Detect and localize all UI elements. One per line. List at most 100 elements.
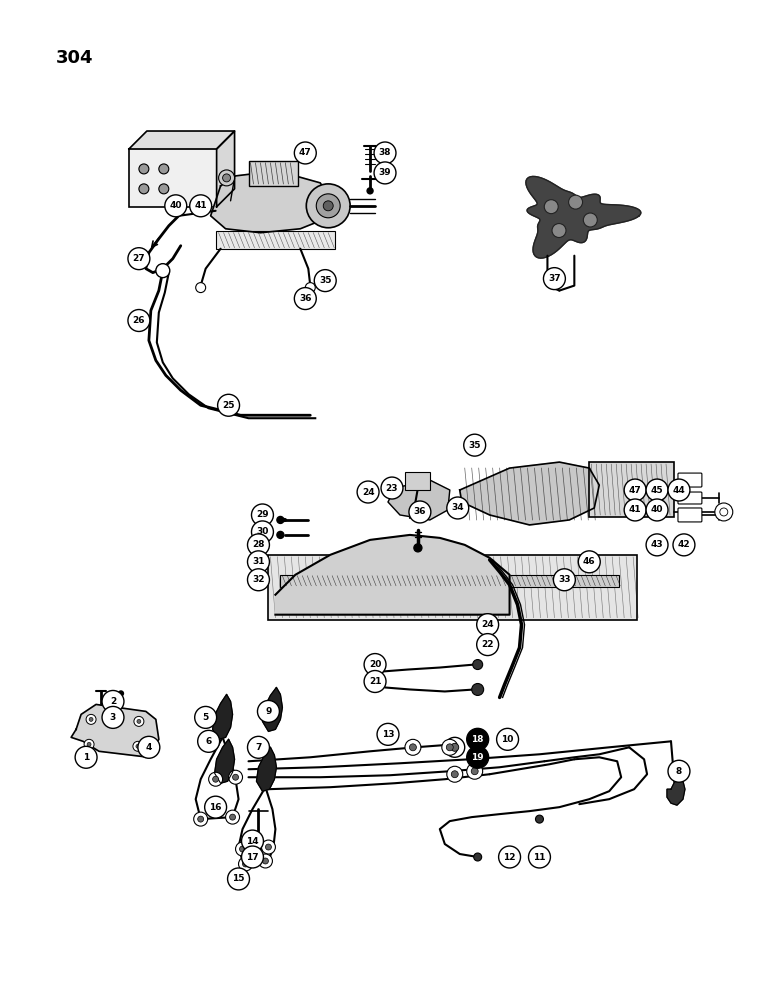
Circle shape — [193, 812, 207, 826]
Polygon shape — [211, 173, 330, 233]
Circle shape — [222, 174, 231, 182]
Circle shape — [213, 776, 218, 782]
Circle shape — [277, 531, 284, 538]
Circle shape — [197, 816, 204, 822]
Circle shape — [646, 479, 668, 501]
Text: 31: 31 — [252, 557, 264, 566]
Circle shape — [228, 868, 250, 890]
Text: 15: 15 — [232, 874, 245, 883]
Text: 35: 35 — [319, 276, 332, 285]
Text: 45: 45 — [651, 486, 663, 495]
Circle shape — [466, 763, 483, 779]
Bar — [589, 462, 674, 517]
Polygon shape — [667, 777, 685, 805]
Circle shape — [236, 842, 250, 856]
Text: 30: 30 — [257, 527, 268, 536]
Text: 28: 28 — [252, 540, 264, 549]
Circle shape — [294, 288, 316, 310]
Bar — [215, 231, 335, 249]
Circle shape — [218, 170, 235, 186]
Text: 46: 46 — [583, 557, 596, 566]
Circle shape — [552, 224, 566, 238]
Text: 13: 13 — [381, 730, 394, 739]
Circle shape — [497, 728, 519, 750]
Circle shape — [544, 268, 566, 290]
Text: 7: 7 — [255, 743, 261, 752]
Circle shape — [277, 516, 284, 523]
Text: 14: 14 — [246, 837, 259, 846]
Circle shape — [447, 766, 463, 782]
Text: 35: 35 — [469, 441, 481, 450]
Circle shape — [498, 846, 520, 868]
Circle shape — [225, 810, 239, 824]
Text: 304: 304 — [56, 49, 94, 67]
Circle shape — [583, 213, 597, 227]
Text: 47: 47 — [629, 486, 641, 495]
Polygon shape — [388, 480, 450, 520]
Circle shape — [262, 858, 268, 864]
Text: 24: 24 — [481, 620, 494, 629]
Circle shape — [646, 499, 668, 521]
Circle shape — [156, 264, 170, 278]
Circle shape — [247, 551, 269, 573]
Circle shape — [261, 840, 275, 854]
Circle shape — [136, 744, 140, 748]
Text: 1: 1 — [83, 753, 89, 762]
Polygon shape — [275, 535, 509, 615]
Circle shape — [247, 736, 269, 758]
Text: 40: 40 — [169, 201, 182, 210]
Circle shape — [242, 830, 264, 852]
Bar — [249, 161, 298, 186]
Text: 47: 47 — [299, 148, 312, 157]
Text: 3: 3 — [110, 713, 116, 722]
Text: 25: 25 — [222, 401, 235, 410]
Circle shape — [138, 736, 160, 758]
Circle shape — [714, 503, 732, 521]
Text: 26: 26 — [133, 316, 145, 325]
Circle shape — [466, 746, 488, 768]
FancyBboxPatch shape — [678, 473, 702, 487]
Circle shape — [218, 394, 239, 416]
Circle shape — [229, 770, 243, 784]
Circle shape — [357, 481, 379, 503]
Circle shape — [445, 737, 465, 757]
Circle shape — [536, 815, 544, 823]
Circle shape — [554, 569, 576, 591]
Circle shape — [232, 774, 239, 780]
Text: 36: 36 — [413, 507, 426, 516]
Text: 6: 6 — [205, 737, 212, 746]
Polygon shape — [526, 176, 641, 258]
Polygon shape — [459, 462, 599, 525]
Circle shape — [364, 654, 386, 676]
Polygon shape — [213, 694, 232, 739]
Circle shape — [578, 551, 601, 573]
Circle shape — [134, 716, 144, 726]
Circle shape — [409, 501, 431, 523]
Bar — [280, 575, 619, 587]
Polygon shape — [217, 131, 235, 207]
Circle shape — [128, 310, 150, 331]
Circle shape — [374, 162, 396, 184]
Bar — [405, 472, 430, 490]
Text: 16: 16 — [209, 803, 222, 812]
Circle shape — [128, 248, 150, 270]
Circle shape — [197, 730, 220, 752]
Circle shape — [239, 846, 246, 852]
Circle shape — [569, 195, 583, 209]
Text: 42: 42 — [678, 540, 690, 549]
Text: 38: 38 — [379, 148, 392, 157]
Text: 37: 37 — [548, 274, 561, 283]
Text: 12: 12 — [503, 853, 516, 862]
Circle shape — [307, 184, 350, 228]
Circle shape — [195, 706, 217, 728]
Bar — [129, 149, 217, 207]
Text: 4: 4 — [146, 743, 152, 752]
Circle shape — [405, 739, 421, 755]
Bar — [268, 555, 637, 620]
Circle shape — [316, 194, 340, 218]
FancyBboxPatch shape — [678, 508, 702, 522]
Polygon shape — [71, 704, 159, 757]
Circle shape — [137, 719, 141, 723]
Circle shape — [119, 691, 123, 696]
Circle shape — [446, 744, 453, 751]
